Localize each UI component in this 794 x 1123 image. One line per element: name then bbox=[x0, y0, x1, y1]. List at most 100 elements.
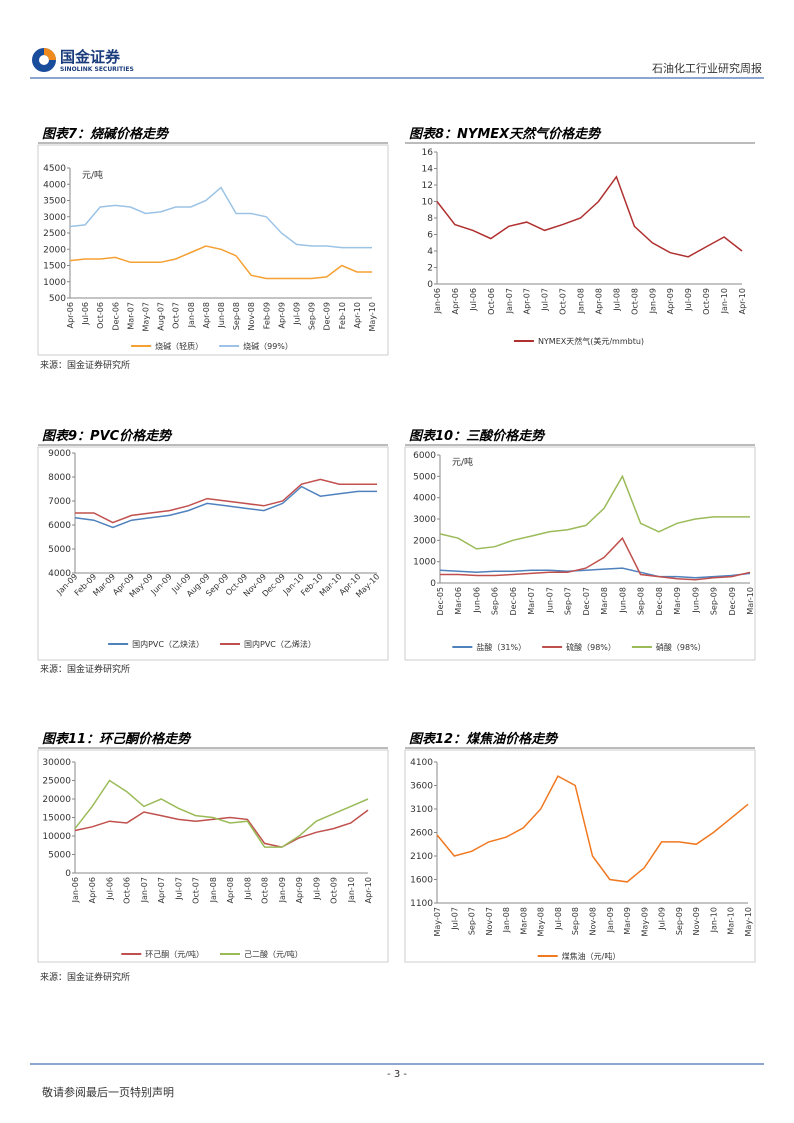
x-tick-label: Apr-09 bbox=[277, 302, 286, 328]
x-tick-label: Oct-08 bbox=[630, 288, 639, 315]
x-tick-label: Dec-09 bbox=[728, 587, 737, 616]
x-tick-label: Nov-07 bbox=[485, 907, 494, 935]
x-tick-label: Jul-07 bbox=[450, 907, 459, 931]
logo-cn: 国金证券 bbox=[60, 48, 121, 66]
x-tick-label: Oct-06 bbox=[487, 288, 496, 315]
report-name: 石油化工行业研究周报 bbox=[652, 61, 762, 75]
x-tick-label: Feb-10 bbox=[338, 302, 347, 329]
x-tick-label: Oct-06 bbox=[123, 877, 132, 904]
x-tick-label: Jun-09 bbox=[691, 587, 700, 614]
x-tick-label: Jul-09 bbox=[684, 288, 693, 312]
logo-icon bbox=[44, 48, 56, 60]
y-tick-label: 0 bbox=[430, 579, 436, 589]
y-tick-label: 4500 bbox=[43, 164, 66, 174]
y-tick-label: 2600 bbox=[410, 829, 433, 839]
y-tick-label: 3000 bbox=[43, 213, 66, 223]
x-tick-label: Mar-08 bbox=[519, 907, 528, 935]
legend-label: 国内PVC（乙炔法） bbox=[132, 639, 204, 649]
x-tick-label: Jan-07 bbox=[505, 288, 514, 314]
logo-en: SINOLINK SECURITIES bbox=[60, 66, 134, 73]
y-tick-label: 9000 bbox=[48, 449, 71, 459]
x-tick-label: Apr-07 bbox=[523, 288, 532, 314]
series-line bbox=[74, 779, 369, 848]
x-tick-label: Jan-09 bbox=[278, 877, 287, 903]
legend-label: NYMEX天然气(美元/mmbtu) bbox=[538, 336, 644, 346]
x-tick-label: Oct-07 bbox=[172, 302, 181, 329]
y-axis-label: 元/吨 bbox=[452, 456, 473, 468]
x-tick-label: Mar-10 bbox=[746, 587, 755, 615]
page-number: - 3 - bbox=[387, 1069, 407, 1080]
chart-frame bbox=[37, 144, 389, 356]
x-tick-label: Sep-07 bbox=[468, 907, 477, 935]
x-tick-label: Apr-10 bbox=[364, 877, 373, 903]
x-tick-label: Apr-10 bbox=[738, 288, 747, 314]
x-tick-label: Apr-08 bbox=[202, 302, 211, 328]
source: 来源：国金证券研究所 bbox=[40, 663, 130, 675]
y-tick-label: 4000 bbox=[413, 494, 436, 504]
x-tick-label: Jul-06 bbox=[469, 288, 478, 312]
x-tick-label: Jan-08 bbox=[209, 877, 218, 903]
chart-frame bbox=[37, 749, 389, 963]
x-tick-label: May-10 bbox=[368, 302, 377, 331]
series-line bbox=[69, 186, 372, 249]
x-tick-label: Dec-09 bbox=[323, 302, 332, 331]
disclaimer: 敬请参阅最后一页特别声明 bbox=[42, 1085, 174, 1099]
y-tick-label: 3600 bbox=[410, 782, 433, 792]
y-tick-label: 15000 bbox=[42, 814, 71, 824]
x-tick-label: Mar-10 bbox=[727, 907, 736, 935]
x-tick-label: Jul-09 bbox=[312, 877, 321, 901]
x-tick-label: Apr-10 bbox=[353, 302, 362, 328]
y-tick-label: 0 bbox=[65, 869, 71, 879]
logo-icon bbox=[39, 55, 49, 65]
x-tick-label: Dec-07 bbox=[582, 587, 591, 616]
x-tick-label: May-08 bbox=[537, 907, 546, 936]
x-tick-label: Apr-06 bbox=[88, 877, 97, 903]
x-tick-label: Apr-09 bbox=[666, 288, 675, 314]
chart-title: 图表8：NYMEX天然气价格走势 bbox=[409, 126, 602, 142]
x-tick-label: Jun-07 bbox=[545, 587, 554, 614]
y-tick-label: 1000 bbox=[413, 558, 436, 568]
x-tick-label: Jun-09 bbox=[149, 572, 174, 597]
x-tick-label: Jun-08 bbox=[217, 302, 226, 329]
x-tick-label: Jul-08 bbox=[554, 907, 563, 931]
x-tick-label: May-07 bbox=[142, 302, 151, 331]
y-tick-label: 3100 bbox=[410, 805, 433, 815]
chart-title: 图表11：环己酮价格走势 bbox=[42, 731, 192, 747]
x-tick-label: Oct-08 bbox=[261, 877, 270, 904]
y-axis-label: 元/吨 bbox=[82, 169, 103, 181]
y-tick-label: 2000 bbox=[413, 536, 436, 546]
x-tick-label: Nov-08 bbox=[589, 907, 598, 935]
legend-label: 己二酸（元/吨） bbox=[244, 949, 303, 959]
y-tick-label: 2000 bbox=[43, 245, 66, 255]
x-tick-label: Dec-05 bbox=[436, 587, 445, 616]
x-tick-label: Sep-07 bbox=[564, 587, 573, 615]
x-tick-label: Jan-10 bbox=[347, 877, 356, 903]
legend-label: 硫酸（98%） bbox=[566, 642, 616, 652]
legend-label: 盐酸（31%） bbox=[476, 642, 526, 652]
y-tick-label: 4000 bbox=[43, 180, 66, 190]
x-tick-label: Oct-09 bbox=[330, 877, 339, 904]
y-tick-label: 500 bbox=[49, 294, 66, 304]
y-tick-label: 25000 bbox=[42, 777, 71, 787]
legend-label: 国内PVC（乙烯法） bbox=[244, 639, 316, 649]
x-tick-label: Jan-07 bbox=[140, 877, 149, 903]
x-tick-label: Dec-06 bbox=[509, 587, 518, 616]
x-tick-label: May-09 bbox=[640, 907, 649, 936]
source: 来源：国金证券研究所 bbox=[40, 359, 130, 371]
y-tick-label: 4000 bbox=[48, 569, 71, 579]
x-tick-label: May-10 bbox=[744, 907, 753, 936]
x-tick-label: Jan-06 bbox=[71, 877, 80, 903]
x-tick-label: Apr-08 bbox=[594, 288, 603, 314]
y-tick-label: 4100 bbox=[410, 758, 433, 768]
chart-frame bbox=[37, 446, 389, 661]
x-tick-label: Mar-09 bbox=[623, 907, 632, 935]
x-tick-label: May-07 bbox=[433, 907, 442, 936]
chart-title: 图表12：煤焦油价格走势 bbox=[409, 731, 559, 747]
x-tick-label: Dec-06 bbox=[111, 302, 120, 331]
series-line bbox=[439, 474, 750, 550]
x-tick-label: Jan-10 bbox=[720, 288, 729, 314]
x-tick-label: Mar-07 bbox=[527, 587, 536, 615]
x-tick-label: Jul-08 bbox=[243, 877, 252, 901]
y-tick-label: 8 bbox=[427, 214, 433, 224]
